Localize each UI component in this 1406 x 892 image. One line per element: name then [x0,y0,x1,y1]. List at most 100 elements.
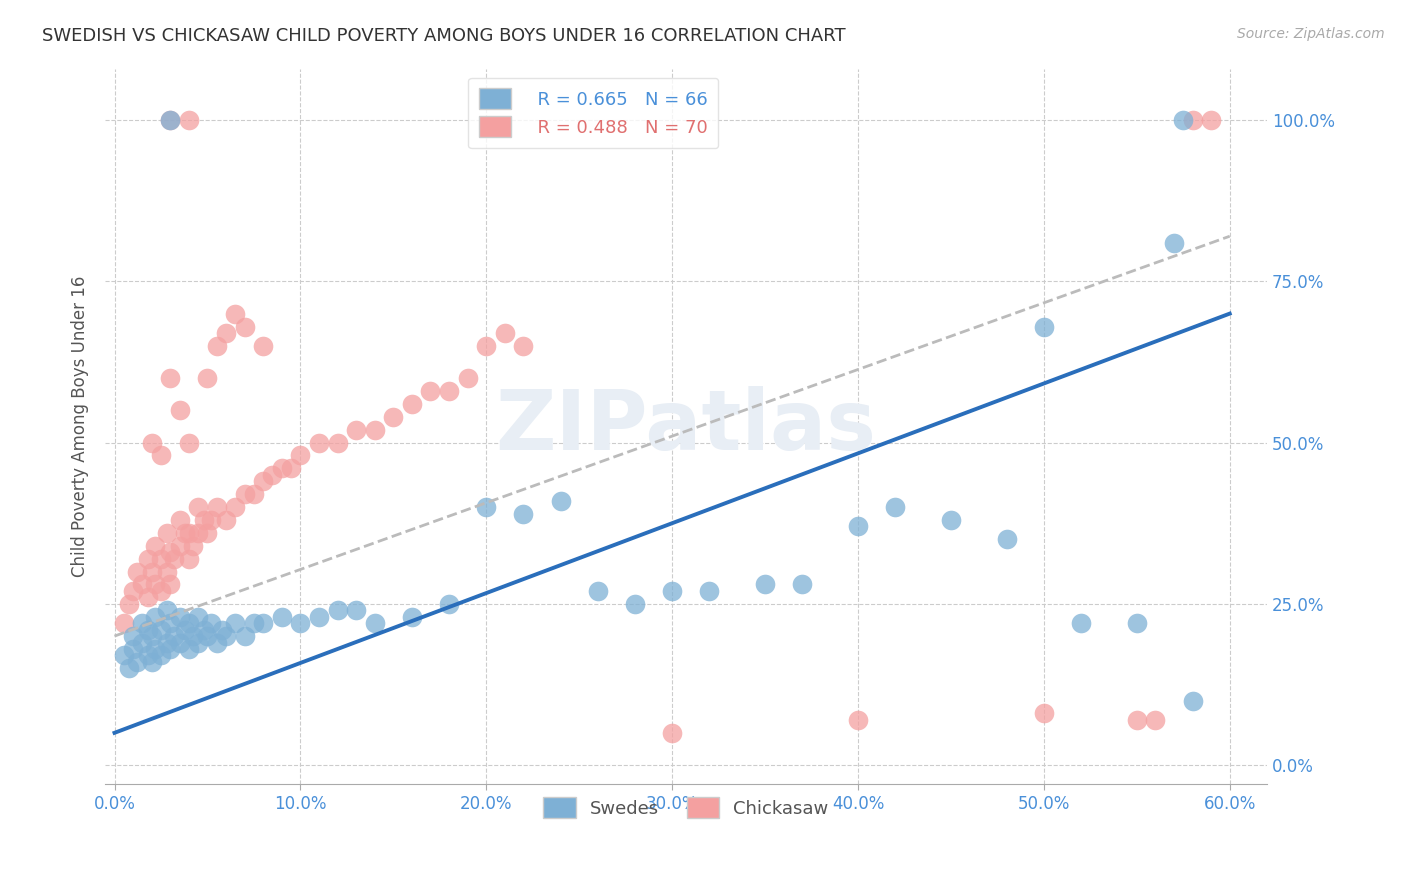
Point [290,616,312,631]
Point [512,507,534,521]
Point [846,713,869,727]
Point [177,113,200,128]
Point [344,603,367,617]
Point [131,577,153,591]
Point [155,565,177,579]
Point [145,539,167,553]
Point [252,339,274,353]
Point [586,583,609,598]
Point [159,371,181,385]
Point [1144,713,1167,727]
Point [308,435,330,450]
Point [205,635,228,649]
Point [215,326,238,340]
Point [550,493,572,508]
Point [159,545,181,559]
Point [149,623,172,637]
Point [131,635,153,649]
Point [159,113,181,128]
Point [177,551,200,566]
Point [145,577,167,591]
Point [205,500,228,514]
Point [252,475,274,489]
Point [187,635,209,649]
Point [187,525,209,540]
Point [193,623,215,637]
Point [233,319,256,334]
Point [270,609,292,624]
Point [224,500,246,514]
Point [177,616,200,631]
Point [177,642,200,657]
Point [149,449,172,463]
Point [475,500,498,514]
Point [141,629,163,643]
Point [1032,319,1054,334]
Point [382,409,405,424]
Point [270,461,292,475]
Point [141,655,163,669]
Point [364,616,387,631]
Point [163,551,186,566]
Point [344,423,367,437]
Point [326,435,349,450]
Point [200,513,222,527]
Point [437,597,460,611]
Point [233,629,256,643]
Point [224,616,246,631]
Point [697,583,720,598]
Point [169,635,191,649]
Point [200,616,222,631]
Point [401,609,423,624]
Point [169,403,191,417]
Point [187,609,209,624]
Y-axis label: Child Poverty Among Boys Under 16: Child Poverty Among Boys Under 16 [72,276,89,577]
Point [262,467,284,482]
Point [437,384,460,398]
Point [149,583,172,598]
Point [125,655,148,669]
Point [177,435,200,450]
Point [163,629,186,643]
Point [215,513,238,527]
Point [155,635,177,649]
Point [159,642,181,657]
Point [233,487,256,501]
Point [792,577,814,591]
Point [149,648,172,663]
Point [145,642,167,657]
Point [494,326,516,340]
Point [136,623,159,637]
Point [939,513,962,527]
Point [145,609,167,624]
Point [661,726,683,740]
Point [419,384,441,398]
Point [1126,713,1149,727]
Point [308,609,330,624]
Point [136,551,159,566]
Point [846,519,869,533]
Point [457,371,479,385]
Point [155,603,177,617]
Point [149,551,172,566]
Point [125,565,148,579]
Point [131,616,153,631]
Point [118,661,141,675]
Legend: Swedes, Chickasaw: Swedes, Chickasaw [536,790,837,825]
Point [1199,113,1222,128]
Point [1126,616,1149,631]
Point [205,339,228,353]
Point [122,583,145,598]
Point [169,539,191,553]
Point [193,513,215,527]
Point [155,525,177,540]
Point [884,500,907,514]
Point [364,423,387,437]
Point [243,616,266,631]
Point [401,397,423,411]
Point [624,597,647,611]
Point [181,629,204,643]
Point [169,513,191,527]
Point [215,629,238,643]
Point [141,565,163,579]
